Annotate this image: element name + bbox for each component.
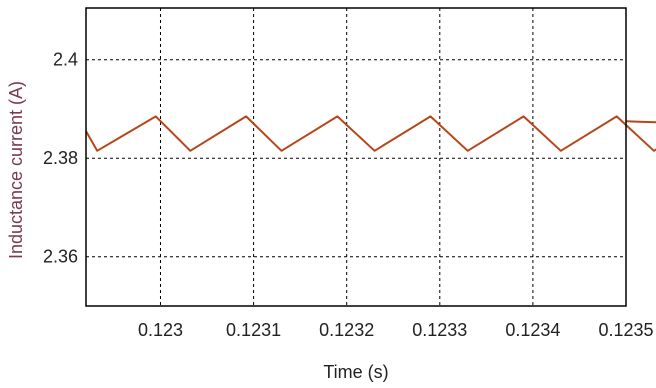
- series-layer: [85, 115, 656, 152]
- x-tick-label: 0.123: [138, 320, 183, 340]
- x-tick-label: 0.1233: [412, 320, 467, 340]
- series-line: [85, 115, 656, 152]
- y-axis-label: Inductance current (A): [6, 81, 26, 259]
- y-tick-label: 2.36: [43, 247, 78, 267]
- x-tick-label: 0.1235: [598, 320, 653, 340]
- grid-lines: [86, 8, 627, 306]
- plot-frame: [85, 7, 627, 307]
- y-tick-labels: 2.36 2.38 2.4: [43, 50, 78, 267]
- x-tick-label: 0.1234: [505, 320, 560, 340]
- y-tick-label: 2.38: [43, 148, 78, 168]
- y-tick-label: 2.4: [53, 50, 78, 70]
- x-axis-label: Time (s): [323, 362, 388, 382]
- x-tick-label: 0.1232: [319, 320, 374, 340]
- x-tick-labels: 0.123 0.1231 0.1232 0.1233 0.1234 0.1235: [138, 320, 654, 340]
- x-tick-label: 0.1231: [226, 320, 281, 340]
